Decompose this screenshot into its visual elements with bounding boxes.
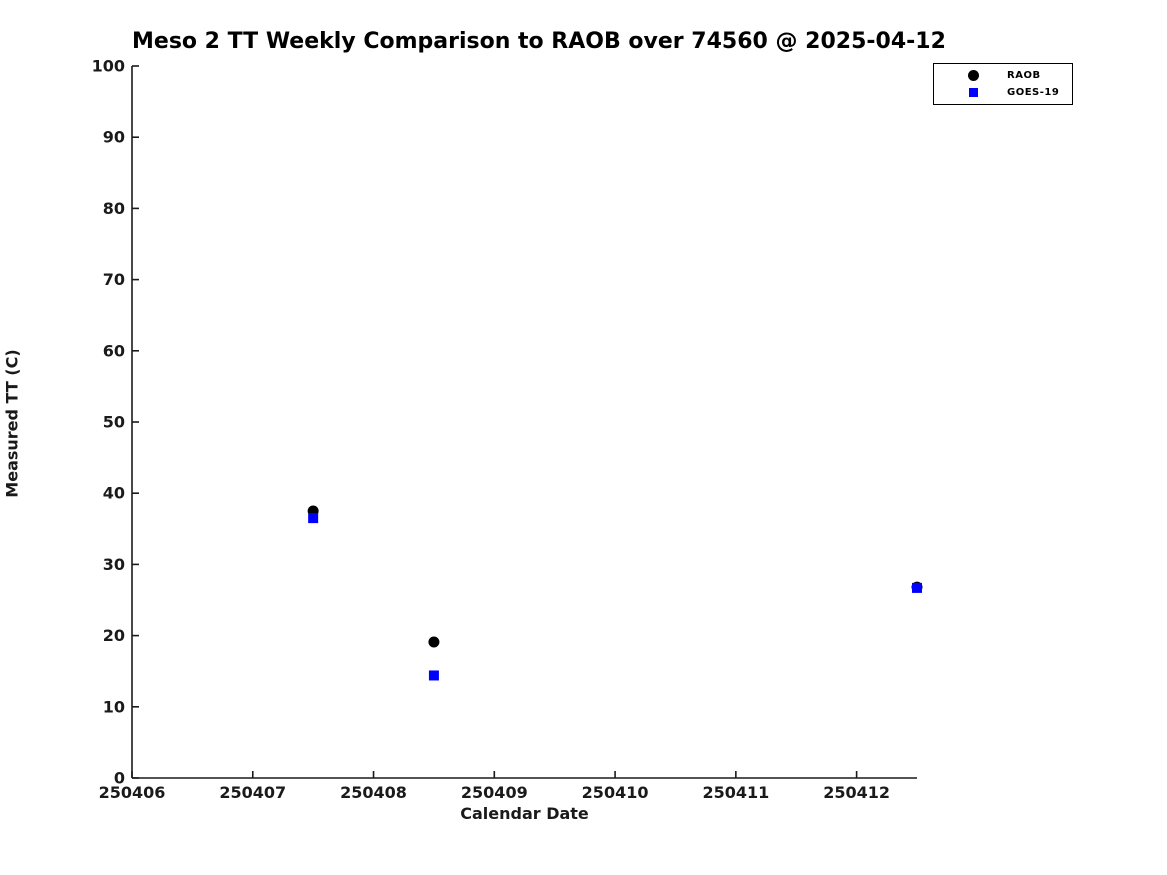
- y-tick-label: 0: [114, 769, 125, 788]
- x-tick-label: 250408: [340, 783, 407, 802]
- y-tick-label: 90: [103, 128, 125, 147]
- x-tick-label: 250407: [219, 783, 286, 802]
- x-tick-label: 250412: [823, 783, 890, 802]
- legend: RAOB GOES-19: [933, 63, 1073, 105]
- data-point-goes-19: [428, 670, 439, 681]
- y-tick-label: 10: [103, 697, 125, 716]
- chart-title: Meso 2 TT Weekly Comparison to RAOB over…: [132, 29, 946, 54]
- raob-circle-icon: [967, 70, 979, 81]
- y-tick-label: 50: [103, 413, 125, 432]
- y-tick-label: 60: [103, 341, 125, 360]
- legend-label-raob: RAOB: [1007, 70, 1041, 81]
- y-tick-label: 30: [103, 555, 125, 574]
- x-tick-label: 250410: [582, 783, 649, 802]
- y-tick-label: 70: [103, 270, 125, 289]
- goes19-square-icon: [968, 88, 978, 97]
- legend-item-raob: RAOB: [967, 69, 1072, 83]
- data-point-goes-19: [912, 582, 922, 593]
- x-tick-label: 250411: [702, 783, 769, 802]
- x-tick-label: 250406: [99, 783, 166, 802]
- y-tick-label: 80: [103, 199, 125, 218]
- y-axis-label: Measured TT (C): [2, 349, 22, 498]
- data-point-raob: [428, 636, 440, 648]
- y-tick-label: 100: [92, 57, 125, 76]
- legend-item-goes19: GOES-19: [967, 86, 1072, 100]
- data-point-goes-19: [308, 513, 319, 524]
- y-tick-label: 20: [103, 626, 125, 645]
- y-tick-label: 40: [103, 484, 125, 503]
- x-axis-label: Calendar Date: [460, 804, 589, 823]
- legend-label-goes19: GOES-19: [1007, 87, 1060, 98]
- legend-marker-wrap: [967, 70, 979, 81]
- x-tick-label: 250409: [461, 783, 528, 802]
- legend-marker-wrap: [967, 88, 979, 97]
